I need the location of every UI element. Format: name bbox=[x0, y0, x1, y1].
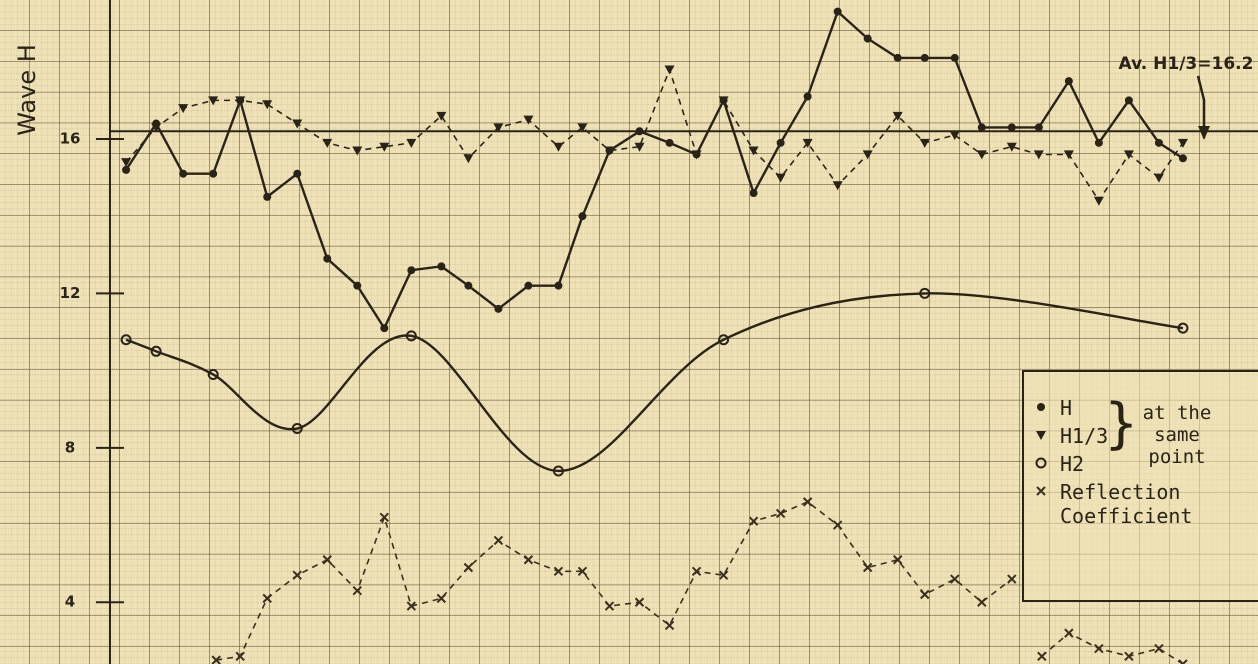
legend-icon bbox=[1034, 484, 1048, 498]
point bbox=[524, 282, 532, 290]
y-tick-label: 16 bbox=[60, 129, 81, 147]
y-tick-label: 4 bbox=[65, 593, 75, 611]
point bbox=[494, 305, 502, 313]
point bbox=[777, 139, 785, 147]
point bbox=[1179, 154, 1187, 162]
legend-label: Reflection Coefficient bbox=[1060, 480, 1230, 528]
legend-label: H1/3 bbox=[1060, 424, 1120, 448]
annotation: Av. H1/3=16.2 bbox=[1119, 54, 1254, 74]
point bbox=[464, 282, 472, 290]
point bbox=[554, 282, 562, 290]
point bbox=[1037, 403, 1045, 411]
point bbox=[894, 54, 902, 62]
point bbox=[666, 139, 674, 147]
point bbox=[1095, 139, 1103, 147]
point bbox=[179, 170, 187, 178]
point bbox=[1008, 123, 1016, 131]
legend-entry: Reflection Coefficient bbox=[1034, 480, 1230, 528]
legend-note: at the same point bbox=[1122, 402, 1232, 468]
legend-entry: H bbox=[1034, 396, 1120, 420]
point bbox=[921, 54, 929, 62]
point bbox=[1155, 139, 1163, 147]
point bbox=[380, 324, 388, 332]
point bbox=[1037, 459, 1046, 468]
page: Wave H Av. H1/3=16.2 481216 } at the sam… bbox=[0, 0, 1258, 664]
legend-entry: H1/3 bbox=[1034, 424, 1120, 448]
point bbox=[407, 266, 415, 274]
y-tick-label: 12 bbox=[60, 284, 81, 302]
legend-label: H bbox=[1060, 396, 1120, 420]
point bbox=[293, 170, 301, 178]
point bbox=[864, 35, 872, 43]
legend-label: H2 bbox=[1060, 452, 1120, 476]
point bbox=[1037, 487, 1045, 495]
point bbox=[951, 54, 959, 62]
point bbox=[1065, 77, 1073, 85]
point bbox=[1035, 123, 1043, 131]
point bbox=[750, 189, 758, 197]
y-tick-label: 8 bbox=[65, 438, 75, 456]
point bbox=[1125, 96, 1133, 104]
point bbox=[804, 93, 812, 101]
point bbox=[353, 282, 361, 290]
point bbox=[209, 170, 217, 178]
point bbox=[578, 212, 586, 220]
legend: } at the same point HH1/3H2Reflection Co… bbox=[1022, 370, 1258, 602]
point bbox=[323, 255, 331, 263]
legend-icon bbox=[1034, 400, 1048, 414]
point bbox=[834, 8, 842, 16]
legend-icon bbox=[1034, 428, 1048, 442]
legend-icon bbox=[1034, 456, 1048, 470]
legend-entry: H2 bbox=[1034, 452, 1120, 476]
point bbox=[1036, 431, 1046, 440]
point bbox=[437, 262, 445, 270]
point bbox=[263, 193, 271, 201]
point bbox=[978, 123, 986, 131]
point bbox=[636, 127, 644, 135]
y-axis-label: Wave H bbox=[13, 44, 41, 136]
